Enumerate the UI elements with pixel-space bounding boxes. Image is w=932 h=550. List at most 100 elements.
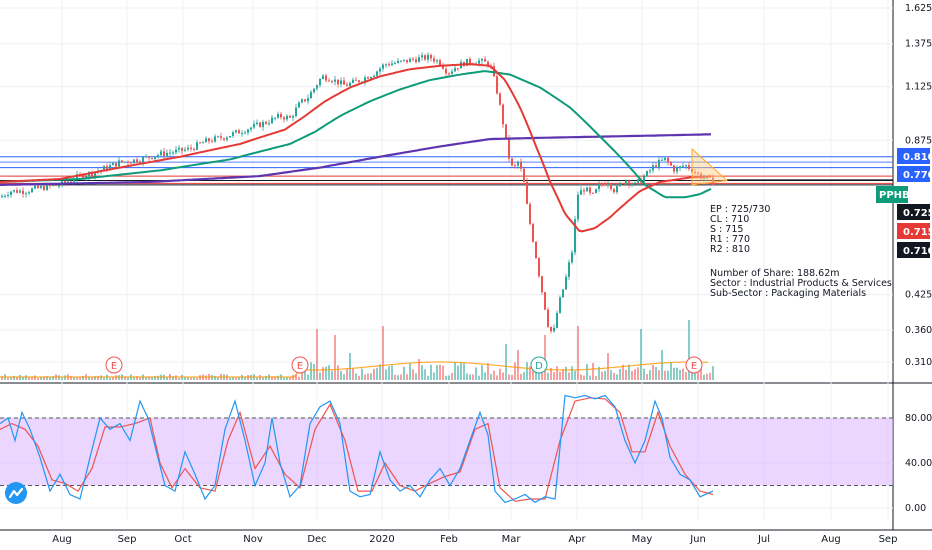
- volume-bar: [655, 366, 657, 380]
- candle-body: [136, 159, 138, 163]
- volume-bar: [592, 362, 594, 380]
- candle-body: [16, 190, 18, 193]
- volume-bar: [100, 375, 102, 380]
- volume-bar: [334, 335, 336, 380]
- volume-bar: [508, 374, 510, 380]
- candle-body: [232, 132, 234, 136]
- candle-body: [283, 117, 285, 120]
- candle-body: [658, 159, 660, 167]
- volume-bar: [361, 368, 363, 380]
- event-marker-label: E: [297, 361, 303, 372]
- volume-bar: [394, 374, 396, 380]
- candle-body: [226, 137, 228, 140]
- volume-bar: [550, 367, 552, 380]
- candle-body: [208, 138, 210, 142]
- event-marker-circle: [685, 356, 703, 374]
- volume-bar: [460, 363, 462, 380]
- time-tick-label: Aug: [52, 534, 72, 545]
- ema-fast-line: [0, 63, 712, 233]
- candle-body: [49, 184, 51, 186]
- candle-body: [406, 59, 408, 63]
- tradingview-logo-icon[interactable]: [5, 482, 27, 504]
- candle-body: [655, 165, 657, 167]
- time-tick-label: Sep: [118, 534, 137, 545]
- volume-bar: [568, 372, 570, 380]
- volume-bar: [439, 364, 441, 380]
- candle-body: [304, 99, 306, 102]
- time-tick-label: Nov: [243, 534, 263, 545]
- candle-body: [703, 177, 705, 179]
- volume-bar: [520, 373, 522, 380]
- volume-bar: [496, 375, 498, 380]
- candle-body: [271, 117, 273, 124]
- volume-bar: [217, 376, 219, 380]
- candle-body: [685, 165, 687, 167]
- candle-body: [274, 117, 276, 119]
- volume-bar: [154, 376, 156, 380]
- candle-body: [670, 162, 672, 166]
- volume-bar: [31, 376, 33, 380]
- volume-bar: [256, 377, 258, 380]
- candle-body: [514, 165, 516, 167]
- volume-bar: [289, 377, 291, 380]
- candle-body: [190, 147, 192, 149]
- volume-bar: [274, 376, 276, 380]
- candle-body: [82, 174, 84, 179]
- volume-bar: [631, 370, 633, 380]
- candle-body: [574, 219, 576, 253]
- candle-body: [124, 161, 126, 163]
- volume-bar: [112, 377, 114, 380]
- price-badge: [897, 148, 930, 164]
- candle-body: [139, 162, 141, 164]
- candle-body: [688, 165, 690, 169]
- candle-body: [424, 55, 426, 60]
- volume-bar: [262, 377, 264, 380]
- candle-body: [202, 142, 204, 144]
- volume-bar: [286, 377, 288, 380]
- cut-loss-label: CL : 710: [710, 214, 750, 225]
- price-badge: [897, 242, 930, 258]
- candle-body: [166, 152, 168, 156]
- time-tick-label: Feb: [440, 534, 458, 545]
- triangle-pattern: [691, 147, 893, 186]
- price-tick-label: 1.125: [905, 82, 932, 93]
- volume-bar: [475, 367, 477, 380]
- candle-body: [553, 327, 555, 332]
- candle-body: [532, 223, 534, 242]
- candle-body: [160, 151, 162, 156]
- volume-bar: [565, 366, 567, 380]
- time-tick-label: Aug: [821, 534, 841, 545]
- candle-body: [145, 156, 147, 158]
- candle-body: [64, 181, 66, 183]
- volume-bar: [73, 377, 75, 380]
- candle-body: [223, 138, 225, 140]
- volume-bar: [523, 372, 525, 380]
- time-axis: Aug Sep Oct Nov Dec 2020 Feb Mar Apr May Jun Jul Aug…: [52, 534, 897, 545]
- volume-moving-average: [0, 361, 709, 378]
- volume-bars: [0, 320, 714, 380]
- stochastic-band: [0, 418, 893, 486]
- candle-body: [7, 194, 9, 196]
- candle-body: [619, 183, 621, 187]
- candle-body: [148, 156, 150, 158]
- candle-body: [298, 102, 300, 108]
- candle-body: [235, 130, 237, 133]
- volume-bar: [514, 362, 516, 380]
- volume-bar: [697, 372, 699, 380]
- volume-bar: [634, 369, 636, 380]
- volume-bar: [577, 326, 579, 380]
- volume-bar: [640, 329, 642, 380]
- candle-body: [196, 142, 198, 150]
- candle-body: [67, 181, 69, 183]
- volume-bar: [364, 374, 366, 380]
- volume-bar: [529, 366, 531, 380]
- volume-bar: [604, 370, 606, 380]
- volume-bar: [184, 377, 186, 380]
- volume-bar: [649, 370, 651, 380]
- candle-body: [331, 81, 333, 83]
- volume-bar: [196, 377, 198, 380]
- volume-bar: [88, 376, 90, 380]
- candle-body: [529, 203, 531, 224]
- candle-body: [358, 80, 360, 83]
